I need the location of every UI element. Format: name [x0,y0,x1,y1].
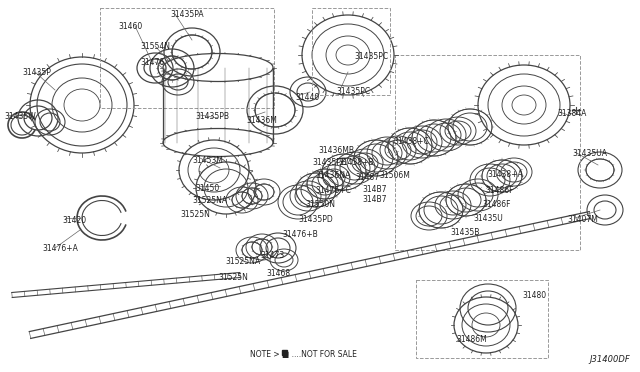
Text: 31506M: 31506M [379,170,410,180]
Text: 31435UA: 31435UA [572,148,607,157]
Text: 31435PE: 31435PE [312,157,346,167]
Text: 31525NA: 31525NA [192,196,227,205]
Text: 31476+B: 31476+B [282,230,317,238]
Text: 31435P: 31435P [22,67,51,77]
Text: NOTE > ■ ....NOT FOR SALE: NOTE > ■ ....NOT FOR SALE [250,350,357,359]
Text: 31436NA: 31436NA [315,170,350,180]
Bar [416,280,548,358]
Text: 31438+A: 31438+A [487,170,523,179]
Text: 31476: 31476 [140,58,164,67]
Bar [100,8,274,108]
Text: 31554N: 31554N [140,42,170,51]
Text: 31453M: 31453M [192,155,223,164]
Text: 31438+B: 31438+B [338,157,374,167]
Text: 31420: 31420 [62,215,86,224]
Text: 31384A: 31384A [557,109,586,118]
Text: 31450: 31450 [195,183,220,192]
Text: 31473: 31473 [260,251,284,260]
Text: 31435PA: 31435PA [170,10,204,19]
Text: 31480: 31480 [522,292,546,301]
Text: 31435PC: 31435PC [354,51,388,61]
Text: 31525NA: 31525NA [225,257,260,266]
Text: 31435B: 31435B [450,228,479,237]
Text: 31435U: 31435U [473,214,503,222]
Text: 31525N: 31525N [218,273,248,282]
Text: 31460: 31460 [118,22,142,31]
Text: 31476+A: 31476+A [42,244,78,253]
Text: 31486F: 31486F [482,199,511,208]
Text: 31486M: 31486M [456,336,487,344]
Text: 31486F: 31486F [485,186,513,195]
Bar [395,55,580,250]
Text: 31407M: 31407M [567,215,598,224]
Text: 31435PD: 31435PD [298,215,333,224]
Text: 314B7: 314B7 [362,195,387,203]
Text: 31487: 31487 [355,173,379,182]
Text: 31468: 31468 [266,269,290,278]
Bar [312,8,390,95]
Text: 31525N: 31525N [180,209,210,218]
Text: 31435W: 31435W [4,112,36,121]
Text: 314B7: 314B7 [362,185,387,193]
Bar [282,350,287,355]
Text: 31550N: 31550N [305,199,335,208]
Text: 31436MB: 31436MB [318,145,354,154]
Text: 31435PC: 31435PC [336,87,370,96]
Text: 31438+C: 31438+C [393,137,429,145]
Text: J31400DF: J31400DF [589,356,630,365]
Text: 31436M: 31436M [246,115,277,125]
Text: 31440: 31440 [295,93,319,102]
Text: 31476+C: 31476+C [315,186,351,195]
Text: 31435PB: 31435PB [195,112,229,121]
